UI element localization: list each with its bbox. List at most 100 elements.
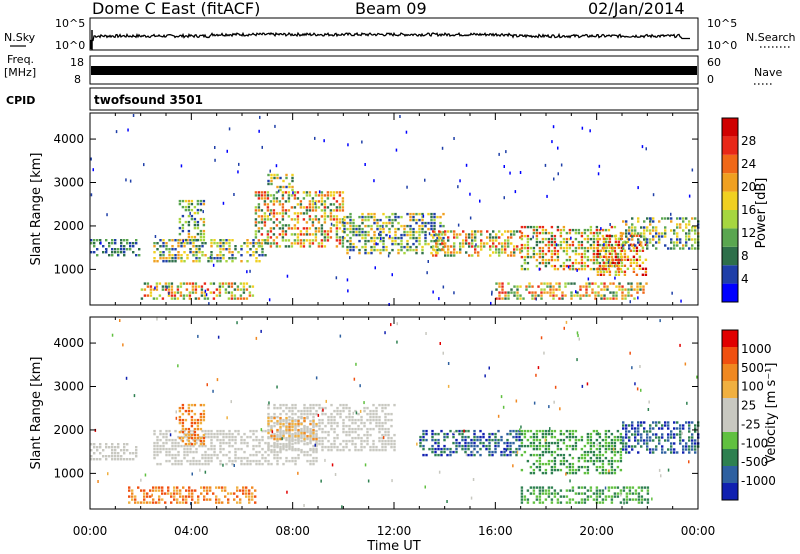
velocity-cell [464,447,467,451]
velocity-cell [345,442,348,446]
power-cell [489,236,492,239]
velocity-cell [180,462,183,466]
velocity-cell [177,450,180,454]
power-cell [382,227,385,231]
power-cell [567,282,570,285]
power-cell [592,249,596,253]
velocity-speck [512,464,514,468]
power-cell [267,173,270,177]
velocity-cell [318,427,321,431]
power-cell [364,233,367,237]
power-cell [111,242,114,245]
power-cell [495,233,498,236]
velocity-cell [120,449,123,452]
velocity-cell [303,439,306,443]
velocity-cell [520,453,524,457]
velocity-cell [640,424,643,427]
velocity-cell [387,433,390,437]
velocity-cell [140,501,143,504]
velocity-cell [369,409,372,413]
velocity-speck [212,389,214,393]
power-cell [341,239,345,242]
velocity-cell [204,429,207,433]
velocity-cell [243,438,246,442]
velocity-cell [230,492,233,495]
power-cell [299,233,303,236]
velocity-cell [458,432,461,436]
velocity-cell [193,421,197,425]
velocity-cell [192,462,195,466]
velocity-cell [532,492,536,495]
velocity-cell [300,448,303,452]
power-cell [391,236,394,240]
power-cell [453,254,456,257]
power-speck [90,193,93,197]
power-cell [204,254,207,257]
velocity-cell [571,456,575,460]
velocity-cell [195,459,198,463]
velocity-cell [625,424,628,427]
colorbar-swatch [722,432,738,449]
velocity-cell [249,435,252,439]
power-cell [242,291,246,294]
velocity-cell [201,462,204,466]
power-cell [570,291,573,294]
power-cell [561,294,564,297]
velocity-cell [159,444,162,448]
velocity-cell [637,442,640,445]
velocity-cell [351,427,354,431]
velocity-cell [126,443,129,446]
power-cell [474,248,477,251]
power-speck [691,168,694,172]
velocity-cell [255,444,258,448]
velocity-cell [393,442,396,446]
power-cell [444,254,447,257]
power-cell [108,242,111,245]
power-cell [535,237,539,241]
velocity-cell [529,453,533,457]
velocity-cell [482,441,485,445]
velocity-cell [294,422,297,426]
power-cell [628,232,631,235]
power-cell [341,245,345,248]
power-cell [550,249,554,253]
power-cell [589,243,593,247]
colorbar-swatch [722,246,738,266]
power-cell [583,231,587,235]
velocity-cell [691,421,694,424]
velocity-cell [622,424,625,427]
power-cell [167,294,171,297]
velocity-cell [186,435,189,439]
power-cell [373,245,376,249]
power-cell [184,205,188,209]
power-cell [492,251,495,254]
velocity-cell [210,429,213,433]
velocity-cell [673,436,676,439]
velocity-cell [437,453,440,457]
velocity-cell [171,444,174,448]
velocity-cell [300,427,303,431]
velocity-cell [225,441,228,445]
power-cell [264,242,267,245]
power-cell [155,285,159,288]
nsky-trace [90,31,690,49]
velocity-cell [553,429,557,433]
velocity-cell [473,441,476,445]
colorbar-swatch [722,191,738,210]
velocity-cell [378,424,381,428]
velocity-cell [267,412,270,416]
power-cell [227,297,231,300]
velocity-cell [215,495,218,498]
velocity-cell [219,450,222,454]
velocity-cell [595,438,599,442]
velocity-cell [652,427,655,430]
velocity-cell [261,447,264,451]
power-cell [565,252,569,256]
velocity-cell [128,501,131,504]
power-cell [486,236,489,239]
velocity-cell [523,432,527,436]
power-cell [638,267,642,270]
power-cell [293,212,297,215]
velocity-cell [191,495,194,498]
power-cell [305,230,309,233]
